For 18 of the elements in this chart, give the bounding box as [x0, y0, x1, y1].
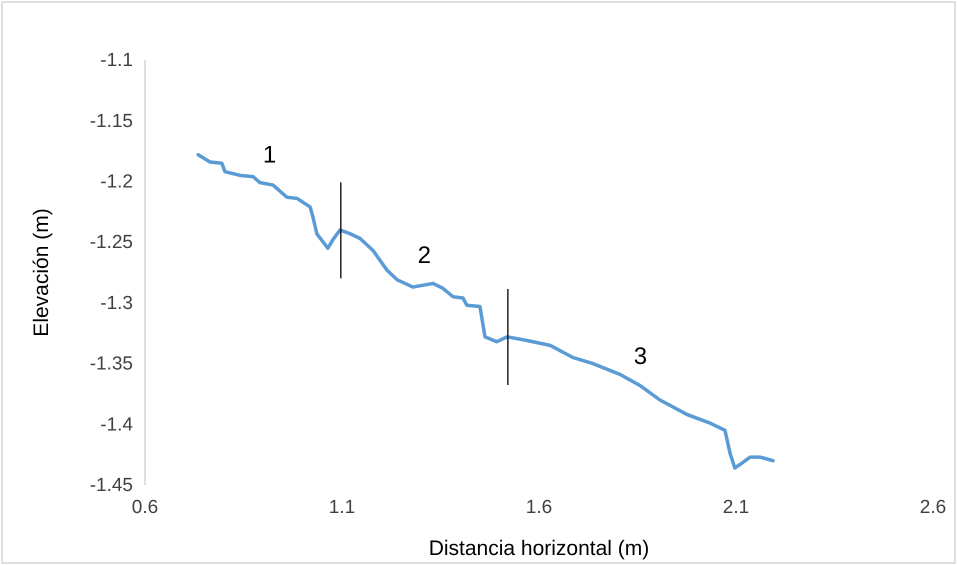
- y-tick-label: -1.15: [90, 110, 133, 132]
- y-tick-label: -1.4: [100, 414, 134, 436]
- y-tick-label: -1.25: [90, 232, 133, 254]
- y-tick-label: -1.45: [90, 475, 133, 496]
- y-tick-label: -1.35: [90, 354, 133, 375]
- x-axis-title: Distancia horizontal (m): [428, 537, 650, 560]
- x-tick-label: 2.6: [920, 497, 946, 518]
- y-tick-label: -1.1: [100, 50, 133, 72]
- annotation: 3: [634, 342, 648, 370]
- y-tick-label: -1.3: [100, 292, 133, 314]
- y-axis-title: Elevación (m): [30, 208, 53, 337]
- x-tick-label: 1.1: [328, 497, 356, 518]
- x-tick-label: 1.6: [526, 497, 552, 518]
- x-tick-label: 2.1: [722, 497, 750, 518]
- annotation: 1: [262, 141, 276, 168]
- y-tick-label: -1.2: [100, 172, 133, 193]
- annotation: 2: [418, 242, 432, 269]
- x-tick-label: 0.6: [132, 497, 158, 518]
